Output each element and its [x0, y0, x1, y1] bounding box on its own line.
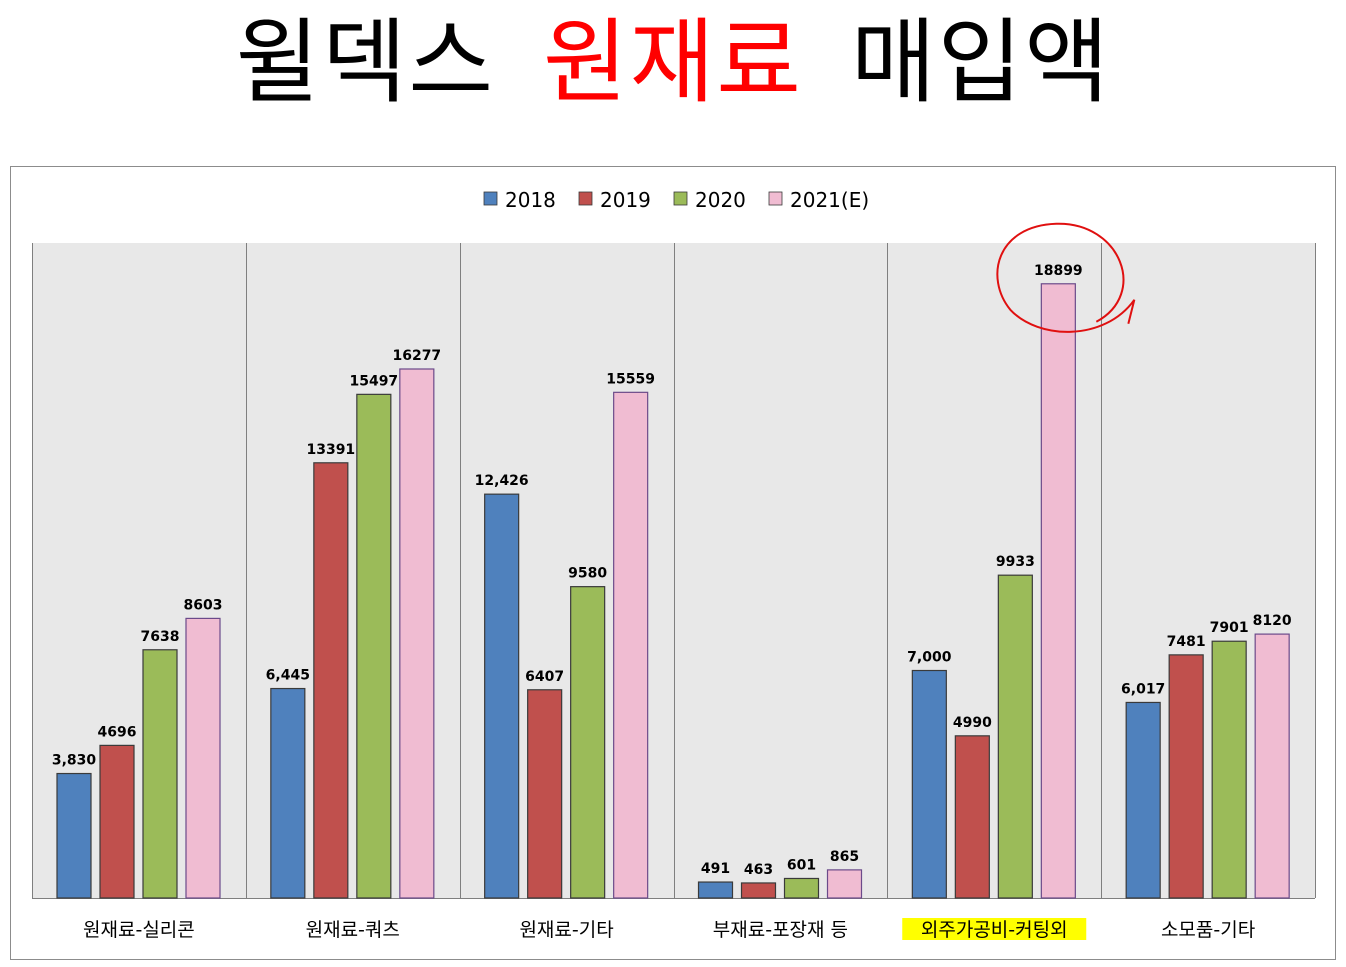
value-label: 8603	[184, 597, 223, 613]
bar	[527, 689, 563, 899]
value-label: 7481	[1167, 634, 1206, 650]
bar	[484, 493, 520, 899]
bar	[56, 772, 92, 899]
value-label: 7901	[1210, 620, 1249, 636]
value-label: 16277	[392, 348, 441, 364]
bar	[997, 574, 1033, 899]
value-label: 9580	[568, 566, 607, 582]
value-label: 12,426	[475, 473, 529, 489]
bar	[911, 669, 947, 899]
value-label: 4990	[953, 715, 992, 731]
value-label: 7,000	[907, 650, 952, 666]
bar	[1254, 633, 1290, 899]
legend-label: 2018	[505, 188, 556, 212]
value-label: 491	[701, 861, 730, 877]
bar	[697, 881, 734, 899]
bar	[570, 586, 606, 899]
category-label: 원재료-기타	[519, 919, 613, 941]
legend-label: 2019	[600, 188, 651, 212]
bar	[740, 882, 777, 899]
value-label: 9933	[996, 554, 1035, 570]
legend-swatch	[768, 191, 783, 206]
bar	[1125, 701, 1161, 899]
value-label: 3,830	[52, 753, 97, 769]
value-label: 6,445	[266, 668, 310, 684]
bar	[399, 368, 435, 899]
category-labels: 원재료-실리콘 원재료-쿼츠 원재료-기타 부재료-포장재 등 외주가공비-커팅외 소모품…	[83, 918, 1255, 941]
value-label: 6407	[525, 669, 564, 685]
title-company: 윌덱스	[235, 9, 496, 116]
page-title: 윌덱스 원재료 매입액	[0, 8, 1346, 118]
value-label: 13391	[306, 442, 355, 458]
bar	[1168, 654, 1204, 899]
value-label: 6,017	[1121, 681, 1165, 697]
value-label: 15559	[606, 371, 655, 387]
value-label: 8120	[1253, 613, 1292, 629]
value-label: 463	[744, 862, 773, 878]
plot-area	[32, 243, 1315, 898]
legend-swatch	[578, 191, 593, 206]
bar	[954, 735, 990, 899]
bar	[1040, 283, 1076, 899]
value-label: 4696	[98, 724, 137, 740]
value-label: 601	[787, 857, 816, 873]
category-highlight	[902, 918, 1087, 940]
legend-label: 2020	[695, 188, 746, 212]
bar	[185, 617, 221, 899]
legend: 2018 2019 2020 2021(E)	[483, 188, 869, 212]
category-label: 외주가공비-커팅외	[921, 919, 1068, 941]
bar	[313, 462, 349, 899]
bar	[1211, 640, 1247, 899]
bars	[56, 283, 1290, 899]
legend-swatch	[673, 191, 688, 206]
bar	[613, 391, 649, 899]
legend-label: 2021(E)	[790, 188, 869, 212]
bar	[826, 869, 863, 899]
highlight-circle	[996, 222, 1136, 333]
category-label: 원재료-실리콘	[83, 919, 195, 941]
title-suffix: 매입액	[850, 9, 1111, 116]
category-dividers	[32, 243, 1316, 899]
value-label: 18899	[1034, 263, 1083, 279]
bar	[783, 877, 820, 899]
category-label: 부재료-포장재 등	[713, 919, 848, 941]
title-highlight: 원재료	[543, 9, 803, 116]
value-label: 7638	[141, 629, 180, 645]
category-label: 원재료-쿼츠	[306, 919, 400, 941]
bar	[142, 649, 178, 899]
legend-swatch	[483, 191, 498, 206]
bar	[99, 744, 135, 899]
value-label: 15497	[349, 373, 398, 389]
bar	[356, 393, 392, 899]
category-label: 소모품-기타	[1161, 919, 1255, 941]
bar	[270, 687, 306, 899]
value-label: 865	[830, 849, 859, 865]
